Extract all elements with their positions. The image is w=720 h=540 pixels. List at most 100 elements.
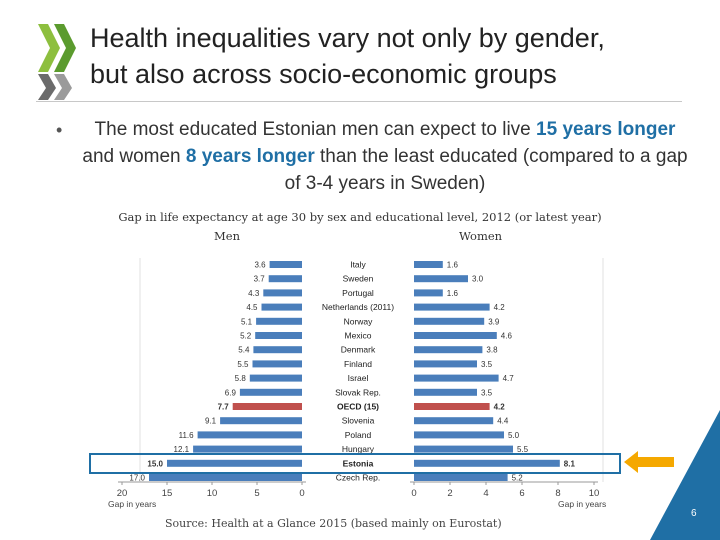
women-tick-label-2: 2 xyxy=(447,488,452,499)
women-bar-mexico xyxy=(414,332,497,339)
bullet-marker: • xyxy=(56,120,63,140)
women-bar-estonia xyxy=(414,459,560,467)
oecd-logo-icon xyxy=(38,24,76,100)
men-bar-czech-rep xyxy=(149,474,302,481)
country-label-hungary: Hungary xyxy=(342,444,375,454)
women-value-estonia: 8.1 xyxy=(564,459,576,468)
women-value-netherlands-2011: 4.2 xyxy=(494,303,506,312)
women-value-czech-rep: 5.2 xyxy=(512,474,524,483)
country-label-italy: Italy xyxy=(350,260,366,270)
women-bar-slovenia xyxy=(414,417,494,425)
men-bar-hungary xyxy=(193,445,302,453)
men-value-poland: 11.6 xyxy=(179,431,195,440)
men-tick-label-20: 20 xyxy=(117,488,128,499)
women-value-israel: 4.7 xyxy=(503,374,515,383)
men-value-slovenia: 9.1 xyxy=(205,417,217,426)
bullet-text: The most educated Estonian men can expec… xyxy=(80,116,690,197)
country-label-estonia: Estonia xyxy=(343,458,374,468)
women-value-poland: 5.0 xyxy=(508,431,520,440)
women-bar-poland xyxy=(414,431,504,439)
women-value-norway: 3.9 xyxy=(488,317,500,326)
country-label-mexico: Mexico xyxy=(345,331,372,341)
country-label-finland: Finland xyxy=(344,359,372,369)
men-tick-label-0: 0 xyxy=(299,488,304,499)
women-bar-hungary xyxy=(414,445,513,453)
men-value-denmark: 5.4 xyxy=(238,346,250,355)
men-bar-oecd-15 xyxy=(232,403,302,410)
women-value-finland: 3.5 xyxy=(481,360,493,369)
men-tick-label-15: 15 xyxy=(162,488,173,499)
women-bar-finland xyxy=(414,360,477,368)
title-divider xyxy=(36,101,682,102)
women-tick-label-0: 0 xyxy=(411,488,416,499)
country-label-israel: Israel xyxy=(348,373,369,383)
women-bar-oecd-15 xyxy=(414,403,490,410)
women-value-denmark: 3.8 xyxy=(486,346,498,355)
men-value-norway: 5.1 xyxy=(241,317,253,326)
men-tick-label-5: 5 xyxy=(254,488,259,499)
men-bar-slovenia xyxy=(220,417,302,425)
women-value-oecd-15: 4.2 xyxy=(494,403,506,412)
page-number: 6 xyxy=(691,508,697,519)
men-bar-portugal xyxy=(263,289,302,297)
estonia-highlight-box xyxy=(89,453,621,474)
men-bar-italy xyxy=(269,261,302,268)
title-line-1: Health inequalities vary not only by gen… xyxy=(90,23,605,53)
women-panel-label: Women xyxy=(459,229,503,243)
men-bar-mexico xyxy=(255,332,302,339)
women-tick-label-8: 8 xyxy=(555,488,560,499)
life-expectancy-gap-chart: 3.6 1.6 Italy 3.7 3.0 Sweden 4.3 1.6 Portugal 4.5… xyxy=(108,258,606,509)
women-value-slovenia: 4.4 xyxy=(497,417,509,426)
women-value-hungary: 5.5 xyxy=(517,445,529,454)
men-bar-finland xyxy=(252,360,302,368)
men-value-finland: 5.5 xyxy=(237,360,249,369)
women-bar-slovak-rep xyxy=(414,388,477,396)
women-value-mexico: 4.6 xyxy=(501,332,513,341)
chart-title: Gap in life expectancy at age 30 by sex … xyxy=(118,210,602,224)
country-label-oecd-15: OECD (15) xyxy=(337,402,379,412)
men-bar-netherlands-2011 xyxy=(261,303,302,311)
women-value-italy: 1.6 xyxy=(447,261,459,270)
corner-decoration xyxy=(650,410,720,540)
women-bar-portugal xyxy=(414,289,443,297)
bullet-part-2: and women xyxy=(82,146,186,167)
bullet-highlight-men: 15 years longer xyxy=(536,119,676,140)
men-value-netherlands-2011: 4.5 xyxy=(246,303,258,312)
country-label-norway: Norway xyxy=(344,316,374,326)
men-bar-estonia xyxy=(167,459,302,467)
bullet-part-3: than the least educated (compared to a g… xyxy=(284,146,688,194)
men-value-mexico: 5.2 xyxy=(240,332,252,341)
men-axis-title: Gap in years xyxy=(108,499,156,509)
men-value-czech-rep: 17.0 xyxy=(129,474,145,483)
men-value-estonia: 15.0 xyxy=(147,459,163,468)
women-bar-israel xyxy=(414,374,499,382)
country-label-slovak-rep: Slovak Rep. xyxy=(335,387,381,397)
women-value-slovak-rep: 3.5 xyxy=(481,388,493,397)
men-value-portugal: 4.3 xyxy=(248,289,260,298)
men-value-italy: 3.6 xyxy=(254,261,266,270)
women-bar-denmark xyxy=(414,346,483,354)
men-bar-slovak-rep xyxy=(239,388,302,396)
women-value-portugal: 1.6 xyxy=(447,289,459,298)
men-bar-sweden xyxy=(268,275,302,283)
country-label-netherlands-2011: Netherlands (2011) xyxy=(322,302,394,312)
source-note: Source: Health at a Glance 2015 (based m… xyxy=(165,517,502,530)
women-bar-netherlands-2011 xyxy=(414,303,490,311)
arrow-left-icon xyxy=(624,451,674,473)
men-value-hungary: 12.1 xyxy=(174,445,190,454)
country-label-denmark: Denmark xyxy=(341,345,376,355)
slide-title: Health inequalities vary not only by gen… xyxy=(90,20,710,92)
women-bar-italy xyxy=(414,261,443,268)
men-bar-norway xyxy=(256,317,302,325)
men-bar-israel xyxy=(249,374,302,382)
women-tick-label-6: 6 xyxy=(519,488,524,499)
country-label-poland: Poland xyxy=(345,430,372,440)
women-bar-czech-rep xyxy=(414,474,508,481)
men-bar-denmark xyxy=(253,346,302,354)
women-tick-label-10: 10 xyxy=(589,488,600,499)
women-bar-sweden xyxy=(414,275,468,283)
country-label-slovenia: Slovenia xyxy=(342,416,375,426)
country-label-portugal: Portugal xyxy=(342,288,374,298)
country-label-czech-rep: Czech Rep. xyxy=(336,473,380,483)
men-value-israel: 5.8 xyxy=(235,374,247,383)
